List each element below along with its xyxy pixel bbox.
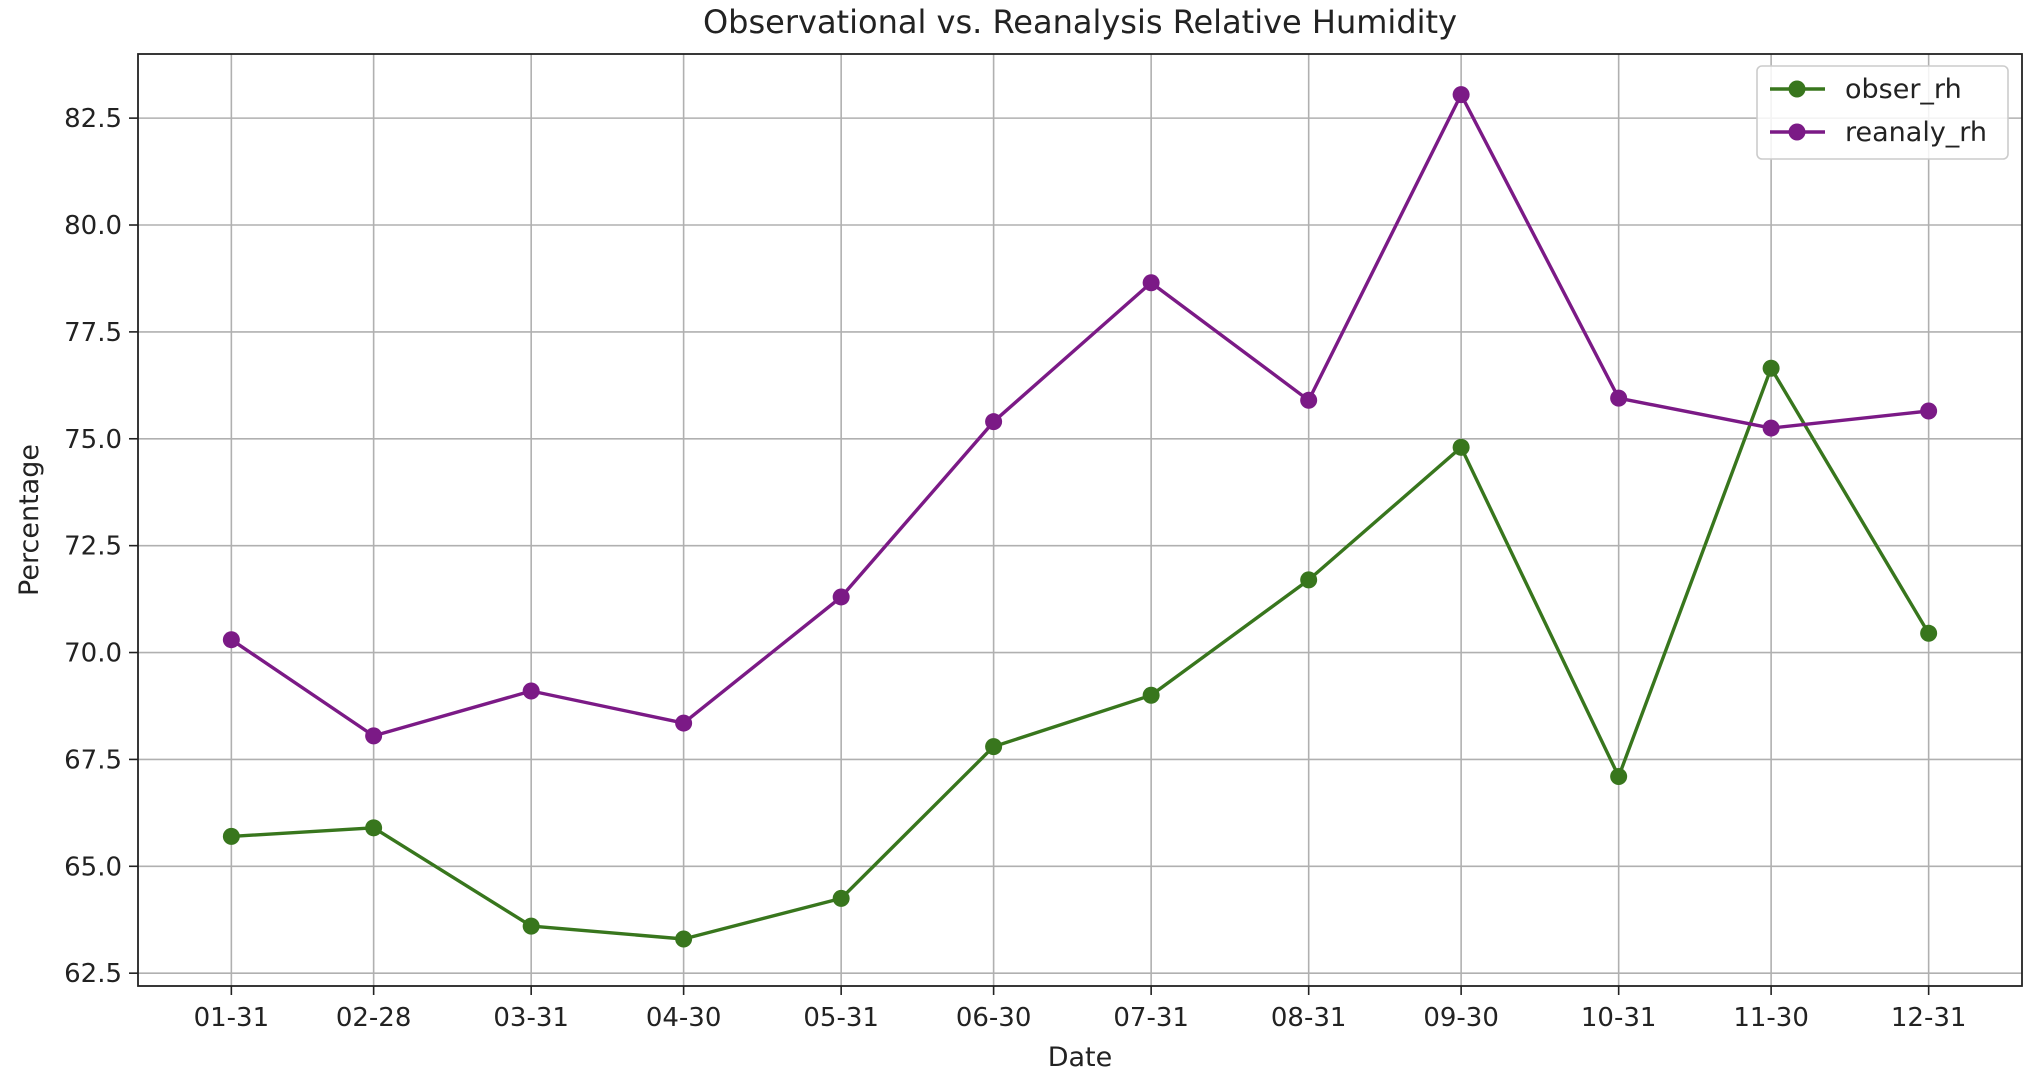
y-tick-label: 72.5 xyxy=(64,532,122,562)
x-tick-label: 08-31 xyxy=(1271,1003,1347,1033)
data-point-obser_rh xyxy=(985,738,1003,756)
data-point-obser_rh xyxy=(832,889,850,907)
plot-area-frame xyxy=(137,53,2023,987)
y-tick-label: 65.0 xyxy=(64,852,122,882)
x-tick-label: 02-28 xyxy=(336,1003,412,1033)
y-tick-label: 75.0 xyxy=(64,425,122,455)
x-tick-label: 05-31 xyxy=(803,1003,879,1033)
legend-marker-obser_rh xyxy=(1788,80,1806,98)
legend-marker-reanaly_rh xyxy=(1788,123,1806,141)
series-obser_rh xyxy=(222,359,1938,948)
data-point-reanaly_rh xyxy=(1300,391,1318,409)
x-axis-label: Date xyxy=(1048,1042,1113,1069)
data-point-obser_rh xyxy=(1920,624,1938,642)
y-tick-label: 70.0 xyxy=(64,639,122,669)
data-point-obser_rh xyxy=(1300,571,1318,589)
data-point-reanaly_rh xyxy=(222,631,240,649)
legend: obser_rh reanaly_rh xyxy=(1756,65,2009,160)
data-point-obser_rh xyxy=(1762,359,1780,377)
data-point-obser_rh xyxy=(222,827,240,845)
x-tick-label: 10-31 xyxy=(1581,1003,1657,1033)
data-point-reanaly_rh xyxy=(522,682,540,700)
data-point-reanaly_rh xyxy=(1142,274,1160,292)
data-point-reanaly_rh xyxy=(985,413,1003,431)
x-tick-label: 12-31 xyxy=(1891,1003,1967,1033)
data-point-reanaly_rh xyxy=(832,588,850,606)
data-point-reanaly_rh xyxy=(1610,389,1628,407)
data-point-obser_rh xyxy=(365,819,383,837)
y-tick-label: 67.5 xyxy=(64,745,122,775)
y-tick-label: 77.5 xyxy=(64,318,122,348)
grid xyxy=(138,54,2022,986)
data-point-obser_rh xyxy=(1452,438,1470,456)
x-tick-label: 11-30 xyxy=(1733,1003,1809,1033)
axis-ticks: 01-31 02-28 03-31 04-30 05-31 06-30 07-31 08-31… xyxy=(64,104,1966,1033)
chart-title: Observational vs. Reanalysis Relative Hu… xyxy=(703,3,1457,41)
series-line-reanaly_rh xyxy=(230,92,1929,738)
x-tick-label: 09-30 xyxy=(1423,1003,1499,1033)
data-point-obser_rh xyxy=(522,917,540,935)
legend-label-obser_rh: obser_rh xyxy=(1845,74,1962,105)
data-point-obser_rh xyxy=(1142,686,1160,704)
series-reanaly_rh xyxy=(222,86,1938,745)
y-tick-label: 80.0 xyxy=(64,211,122,241)
data-point-reanaly_rh xyxy=(1920,402,1938,420)
x-tick-label: 01-31 xyxy=(194,1003,270,1033)
y-tick-label: 82.5 xyxy=(64,104,122,134)
y-axis-label: Percentage xyxy=(14,444,45,596)
data-point-reanaly_rh xyxy=(1452,86,1470,104)
x-tick-label: 06-30 xyxy=(956,1003,1032,1033)
data-point-reanaly_rh xyxy=(1762,419,1780,437)
x-tick-label: 03-31 xyxy=(493,1003,569,1033)
data-point-reanaly_rh xyxy=(365,727,383,745)
data-point-obser_rh xyxy=(1610,768,1628,786)
x-tick-label: 07-31 xyxy=(1113,1003,1189,1033)
y-tick-label: 62.5 xyxy=(64,959,122,989)
x-tick-label: 04-30 xyxy=(646,1003,722,1033)
series-layer xyxy=(222,86,1938,948)
data-point-reanaly_rh xyxy=(675,714,693,732)
series-line-obser_rh xyxy=(231,366,1931,941)
legend-label-reanaly_rh: reanaly_rh xyxy=(1845,117,1987,148)
data-point-obser_rh xyxy=(675,930,693,948)
